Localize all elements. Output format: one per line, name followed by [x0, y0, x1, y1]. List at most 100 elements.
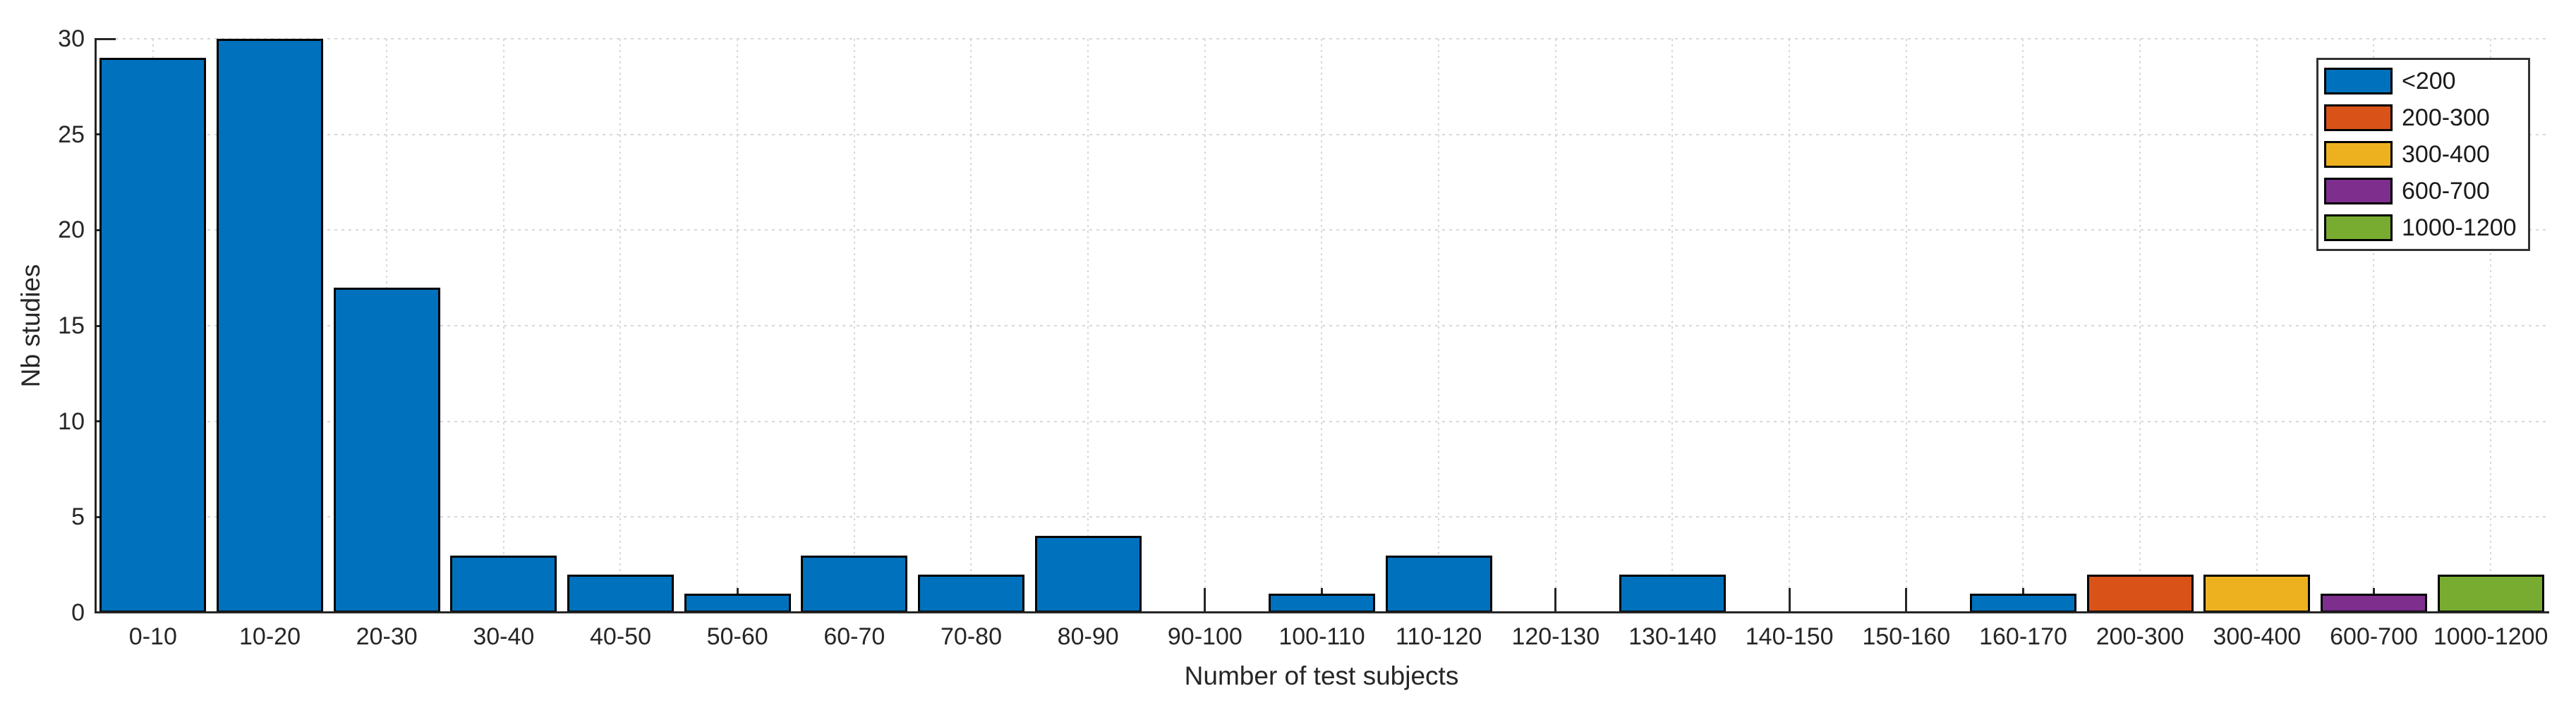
bar-160-170 — [1970, 593, 2076, 613]
legend-swatch — [2324, 141, 2393, 168]
y-axis-title: Nb studies — [16, 264, 45, 388]
bar-50-60 — [684, 593, 791, 613]
category-column — [679, 39, 796, 613]
y-tick-label: 0 — [71, 599, 85, 626]
bar-80-90 — [1034, 536, 1142, 613]
legend-entry: 300-400 — [2318, 136, 2528, 173]
legend-entry: 1000-1200 — [2318, 209, 2528, 246]
x-tick-label: 140-150 — [1745, 623, 1834, 650]
x-gridline — [737, 39, 739, 613]
legend-entry-label: 600-700 — [2402, 177, 2490, 204]
x-tick-mark — [1204, 588, 1207, 613]
x-gridline — [2022, 39, 2024, 613]
bar-70-80 — [918, 574, 1024, 613]
bar-10-20 — [217, 39, 323, 613]
y-tick-mark — [95, 37, 116, 40]
bar-300-400 — [2203, 574, 2311, 613]
legend-entry: <200 — [2318, 63, 2528, 99]
legend-entry: 200-300 — [2318, 99, 2528, 136]
x-axis-line — [95, 611, 2549, 613]
y-tick-label: 5 — [71, 503, 85, 531]
bar-30-40 — [450, 555, 557, 613]
category-column — [1614, 39, 1731, 613]
y-tick-label: 15 — [58, 312, 85, 339]
x-tick-label: 50-60 — [706, 623, 768, 650]
y-axis-line — [95, 39, 97, 613]
x-gridline — [619, 39, 622, 613]
category-column — [445, 39, 562, 613]
category-column — [2199, 39, 2316, 613]
bar-200-300 — [2086, 574, 2194, 613]
x-tick-label: 60-70 — [823, 623, 885, 650]
legend: <200 200-300 300-400 600-700 1000-1200 — [2316, 58, 2530, 251]
category-column — [1264, 39, 1381, 613]
category-column — [796, 39, 913, 613]
category-column — [562, 39, 679, 613]
x-gridline — [2490, 39, 2492, 613]
bar-60-70 — [801, 555, 908, 613]
category-column — [1731, 39, 1848, 613]
x-tick-mark — [1554, 588, 1557, 613]
x-tick-mark — [1905, 588, 1908, 613]
category-column — [212, 39, 329, 613]
x-tick-label: 130-140 — [1628, 623, 1717, 650]
bar-0-10 — [99, 58, 207, 613]
x-gridline — [502, 39, 504, 613]
x-gridline — [2256, 39, 2258, 613]
x-tick-label: 10-20 — [239, 623, 301, 650]
x-gridline — [1321, 39, 1323, 613]
category-column — [1147, 39, 1264, 613]
y-tick-label: 25 — [58, 121, 85, 148]
x-tick-label: 100-110 — [1278, 623, 1365, 650]
x-tick-label: 300-400 — [2213, 623, 2302, 650]
x-tick-label: 80-90 — [1057, 623, 1119, 650]
x-tick-label: 200-300 — [2096, 623, 2184, 650]
x-tick-label: 600-700 — [2330, 623, 2418, 650]
x-tick-label: 40-50 — [590, 623, 651, 650]
legend-swatch — [2324, 68, 2393, 94]
x-tick-label: 0-10 — [128, 623, 177, 650]
x-gridline — [2139, 39, 2141, 613]
bar-100-110 — [1269, 593, 1375, 613]
x-tick-label: 150-160 — [1862, 623, 1951, 650]
category-column — [1965, 39, 2082, 613]
x-gridline — [1438, 39, 1440, 613]
category-column — [1029, 39, 1147, 613]
bar-130-140 — [1619, 574, 1726, 613]
x-gridline — [1905, 39, 1907, 613]
legend-entry-label: 300-400 — [2402, 140, 2490, 168]
bar-40-50 — [567, 574, 674, 613]
bar-1000-1200 — [2437, 574, 2544, 613]
bar-110-120 — [1385, 555, 1492, 613]
x-gridline — [1671, 39, 1674, 613]
legend-swatch — [2324, 214, 2393, 241]
x-tick-label: 30-40 — [473, 623, 535, 650]
x-tick-label: 110-120 — [1396, 623, 1482, 650]
y-tick-label: 10 — [58, 408, 85, 435]
legend-swatch — [2324, 178, 2393, 204]
x-tick-label: 90-100 — [1167, 623, 1242, 650]
x-tick-label: 120-130 — [1511, 623, 1600, 650]
x-gridline — [970, 39, 972, 613]
bar-20-30 — [333, 287, 440, 613]
category-column — [913, 39, 1030, 613]
x-gridline — [1204, 39, 1206, 613]
category-column — [1848, 39, 1965, 613]
x-tick-label: 20-30 — [356, 623, 418, 650]
x-tick-label: 1000-1200 — [2433, 623, 2548, 650]
legend-entry-label: 200-300 — [2402, 104, 2490, 131]
x-gridline — [2373, 39, 2375, 613]
bar-600-700 — [2321, 593, 2427, 613]
legend-entry: 600-700 — [2318, 173, 2528, 209]
legend-entry-label: 1000-1200 — [2402, 214, 2517, 241]
category-column — [1497, 39, 1614, 613]
x-tick-label: 160-170 — [1979, 623, 2067, 650]
y-tick-label: 20 — [58, 216, 85, 244]
category-column — [2081, 39, 2199, 613]
plot-area: <200 200-300 300-400 600-700 1000-1200 — [95, 37, 2549, 613]
category-column — [328, 39, 445, 613]
legend-swatch — [2324, 104, 2393, 131]
x-gridline — [1554, 39, 1556, 613]
x-axis-title: Number of test subjects — [1184, 661, 1459, 690]
